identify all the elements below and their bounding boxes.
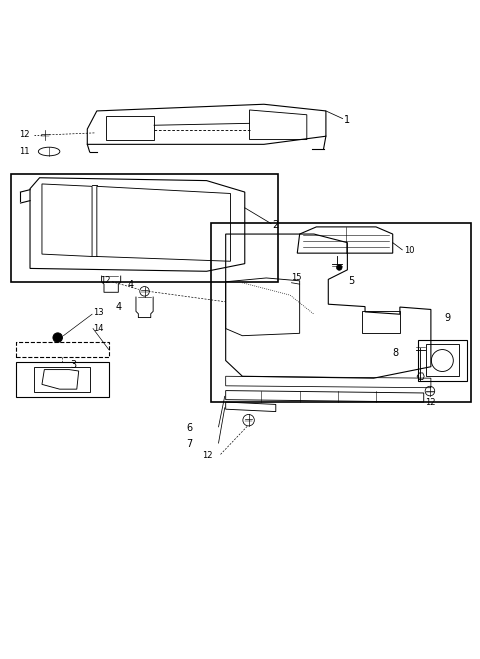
Text: 4: 4 bbox=[128, 280, 134, 290]
Text: 13: 13 bbox=[93, 308, 104, 317]
Text: 6: 6 bbox=[186, 423, 192, 433]
Text: 8: 8 bbox=[392, 349, 398, 358]
Circle shape bbox=[53, 333, 62, 343]
Circle shape bbox=[336, 265, 342, 270]
Text: 5: 5 bbox=[348, 276, 354, 286]
Text: 3: 3 bbox=[71, 360, 77, 370]
Text: 12: 12 bbox=[202, 451, 213, 461]
Text: 12: 12 bbox=[20, 130, 30, 139]
Text: 15: 15 bbox=[291, 273, 302, 282]
Bar bbox=[11, 175, 278, 282]
Bar bbox=[16, 342, 109, 357]
Text: 11: 11 bbox=[20, 147, 30, 156]
Text: 2: 2 bbox=[273, 219, 279, 229]
Text: 10: 10 bbox=[404, 246, 414, 255]
Text: 4: 4 bbox=[116, 302, 121, 312]
Bar bbox=[211, 223, 471, 402]
Text: 7: 7 bbox=[186, 439, 192, 449]
Text: 1: 1 bbox=[344, 115, 350, 125]
Text: 9: 9 bbox=[444, 312, 450, 322]
Text: 14: 14 bbox=[93, 324, 104, 333]
Text: 12: 12 bbox=[100, 276, 110, 285]
Text: 12: 12 bbox=[425, 398, 435, 407]
